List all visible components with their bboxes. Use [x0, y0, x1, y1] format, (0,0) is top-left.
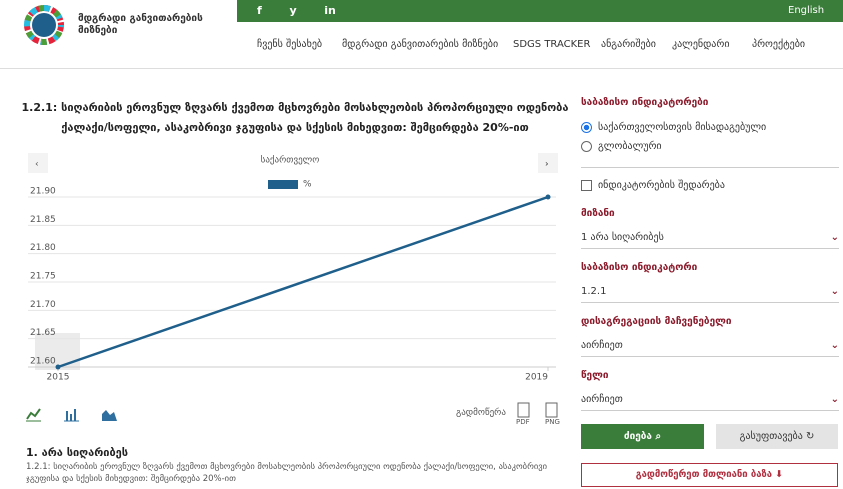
radio[interactable]: [581, 122, 592, 133]
line: [57, 195, 549, 369]
nav-item[interactable]: SDGS TRACKER: [513, 39, 591, 50]
field-label: საბაზისო ინდიკატორი: [581, 262, 698, 273]
nav-item[interactable]: მდგრადი განვითარების მიზნები: [342, 39, 499, 50]
radio-label: გლობალური: [598, 141, 662, 152]
download-all-button[interactable]: გადმოწერეთ მთლიანი ბაზა ⬇: [581, 463, 838, 487]
select[interactable]: 1.2.1 ⌄: [581, 286, 839, 297]
checkbox-label: ინდიკატორების შედარება: [598, 180, 725, 191]
y-tick-label: 21.65: [30, 328, 56, 338]
point: [545, 194, 551, 200]
y-tick-label: 21.85: [30, 215, 56, 225]
nav-item[interactable]: ჩვენს შესახებ: [257, 39, 323, 50]
select-arrow: ⌄: [830, 286, 839, 297]
select-arrow: ⌄: [830, 232, 839, 243]
language[interactable]: English: [788, 5, 825, 16]
select-arrow: ⌄: [830, 394, 839, 405]
x-tick-label: 2015: [47, 373, 70, 383]
prev-arrow: ‹: [35, 160, 39, 170]
divider: [581, 167, 839, 168]
x-tick-label: 2019: [525, 373, 548, 383]
y-tick-label: 21.75: [30, 272, 56, 282]
goal-title: 1. არა სიღარიბეს: [26, 446, 129, 459]
clear-label: გასუფთავება: [739, 431, 803, 442]
chart: ‹ › საქართველო 21.60 21.65 21.70 21.75 21.80…: [28, 153, 558, 383]
logo-text: მდგრადი განვითარების მიზნები: [78, 13, 203, 36]
radio[interactable]: [581, 141, 592, 152]
select-border: [581, 248, 839, 249]
y-tick-label: 21.80: [30, 243, 56, 253]
select[interactable]: 1 არა სიღარიბეს ⌄: [581, 232, 839, 243]
select-value: 1.2.1: [581, 286, 607, 297]
select-border: [581, 356, 839, 357]
download-format[interactable]: PDF: [516, 418, 530, 426]
goal-description: 1.2.1: სიღარიბის ეროვნულ ზღვარს ქვემოთ მ…: [26, 462, 547, 484]
search-button[interactable]: ძიება ⌕: [581, 424, 704, 449]
field-label: მიზანი: [581, 208, 615, 219]
download-label: გადმოწერა: [456, 408, 506, 418]
y-tick-label: 21.60: [30, 357, 56, 367]
file-icons: [517, 402, 558, 418]
select[interactable]: აირჩიეთ ⌄: [581, 394, 839, 405]
point: [55, 364, 61, 370]
select-value: აირჩიეთ: [581, 394, 623, 405]
radio-label: საქართველოსთვის მისადაგებული: [598, 122, 767, 133]
search-label: ძიება: [623, 431, 652, 442]
y-tick-label: 21.90: [30, 187, 56, 197]
select-value: აირჩიეთ: [581, 340, 623, 351]
sidebar-heading: საბაზისო ინდიკატორები: [581, 97, 709, 108]
clear-button[interactable]: გასუფთავება ↻: [716, 424, 838, 449]
next-arrow: ›: [545, 160, 549, 170]
top-bar: [237, 0, 843, 22]
social-icons[interactable]: f y in: [257, 4, 336, 17]
nav-item[interactable]: კალენდარი: [672, 39, 730, 50]
chart-title: 1.2.1: სიღარიბის ეროვნულ ზღვარს ქვემოთ მ…: [21, 101, 569, 134]
field-label: წელი: [581, 370, 609, 381]
download-all-label: გადმოწერეთ მთლიანი ბაზა: [635, 469, 772, 480]
select-arrow: ⌄: [830, 340, 839, 351]
select-value: 1 არა სიღარიბეს: [581, 232, 664, 243]
select[interactable]: აირჩიეთ ⌄: [581, 340, 839, 351]
logo: [24, 5, 64, 45]
select-border: [581, 410, 839, 411]
checkbox[interactable]: [581, 180, 592, 191]
field-label: დისაგრეგაციის მაჩვენებელი: [581, 316, 732, 327]
download-format[interactable]: PNG: [545, 418, 560, 426]
legend-swatch: [268, 180, 298, 189]
prev-button[interactable]: [28, 153, 48, 173]
legend-label: %: [303, 180, 312, 190]
chart-type-icons[interactable]: [26, 405, 136, 423]
chart-subtitle: საქართველო: [261, 155, 320, 166]
header-border: [0, 68, 843, 69]
select-border: [581, 302, 839, 303]
nav-item[interactable]: პროექტები: [752, 39, 806, 50]
nav-item[interactable]: ანგარიშები: [601, 39, 656, 50]
next-button[interactable]: [538, 153, 558, 173]
y-tick-label: 21.70: [30, 300, 56, 310]
